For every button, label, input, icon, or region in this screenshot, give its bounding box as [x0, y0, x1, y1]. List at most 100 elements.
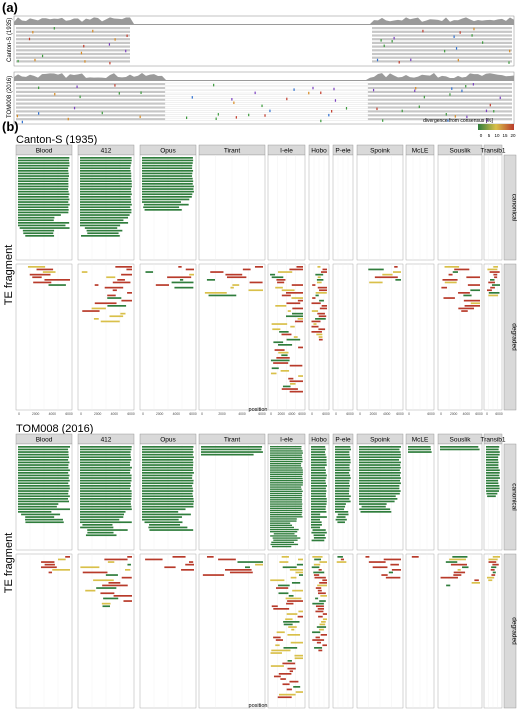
- fragment-bar: [127, 563, 131, 566]
- fragment-bar: [335, 461, 351, 464]
- read: [16, 118, 165, 121]
- read: [16, 60, 130, 63]
- fragment-bar: [58, 558, 66, 561]
- fragment-bar: [271, 649, 291, 652]
- fragment-bar: [270, 465, 302, 467]
- fragment-bar: [206, 556, 214, 558]
- legend-tick: 5: [488, 133, 491, 138]
- fragment-bar: [80, 157, 132, 159]
- fragment-bar: [385, 576, 401, 579]
- fragment-bar: [248, 289, 263, 292]
- facet-label: Blood: [36, 148, 53, 155]
- fragment-bar: [18, 456, 70, 459]
- fragment-bar: [52, 569, 70, 571]
- fragment-bar: [23, 232, 54, 235]
- fragment-bar: [121, 576, 132, 579]
- fragment-bar: [271, 367, 279, 370]
- fragment-bar: [287, 660, 292, 662]
- fragment-bar: [278, 584, 290, 587]
- facet-label: Transib1: [480, 437, 505, 444]
- fragment-bar: [270, 524, 293, 527]
- fragment-bar: [488, 561, 497, 563]
- fragment-bar: [292, 589, 303, 592]
- fragment-bar: [286, 602, 294, 605]
- fragment-bar: [270, 503, 303, 505]
- fragment-bar: [285, 597, 302, 600]
- fragment-bar: [335, 456, 351, 459]
- fragment-bar: [142, 505, 194, 508]
- fragment-bar: [270, 480, 303, 482]
- fragment-bar: [87, 232, 119, 235]
- fragment-bar: [142, 490, 194, 492]
- fragment-bar: [492, 571, 496, 574]
- read: [16, 90, 165, 93]
- row-strip-label: degraded: [511, 617, 518, 645]
- x-tick-label: 0: [311, 412, 313, 416]
- fragment-bar: [311, 513, 321, 516]
- read: [16, 30, 130, 33]
- fragment-bar: [470, 302, 480, 305]
- x-tick-label: 6000: [475, 412, 483, 416]
- fragment-bar: [408, 448, 431, 451]
- mismatch-mark: [486, 119, 488, 122]
- fragment-bar: [368, 268, 384, 271]
- mismatch-mark: [108, 43, 111, 46]
- fragment-bar: [486, 479, 499, 482]
- fragment-bar: [80, 521, 132, 524]
- row-strip-label: canonical: [511, 194, 518, 222]
- mismatch-mark: [118, 92, 120, 95]
- fragment-bar: [486, 451, 500, 453]
- fragment-bar: [120, 312, 126, 315]
- fragment-bar: [359, 472, 401, 474]
- fragment-bar: [311, 451, 326, 453]
- fragment-bar: [318, 338, 323, 341]
- mismatch-mark: [376, 107, 378, 111]
- fragment-bar: [84, 227, 118, 229]
- fragment-bar: [18, 490, 69, 492]
- x-tick-label: 0: [335, 412, 337, 416]
- fragment-bar: [394, 266, 398, 268]
- x-tick-label: 6000: [495, 412, 503, 416]
- facet-label: Blood: [36, 437, 53, 444]
- fragment-bar: [321, 621, 326, 623]
- mismatch-mark: [16, 114, 18, 118]
- mismatch-mark: [79, 95, 81, 99]
- mismatch-mark: [320, 91, 322, 95]
- fragment-bar: [494, 276, 498, 279]
- fragment-bar: [311, 531, 327, 534]
- fragment-bar: [311, 331, 322, 333]
- fragment-bar: [270, 516, 303, 518]
- fragment-bar: [335, 492, 350, 495]
- fragment-bar: [450, 563, 467, 566]
- x-tick-label: 6000: [65, 412, 73, 416]
- fragment-bar: [100, 592, 115, 595]
- mismatch-mark: [331, 110, 333, 113]
- fragment-bar: [104, 558, 128, 561]
- fragment-bar: [335, 472, 350, 474]
- fragment-bar: [282, 566, 297, 569]
- x-tick-label: 2000: [450, 412, 458, 416]
- fragment-bar: [18, 216, 55, 219]
- fragment-bar: [18, 498, 69, 500]
- fragment-bar: [25, 521, 64, 524]
- fragment-bar: [315, 273, 324, 276]
- read: [16, 102, 165, 105]
- fragment-bar: [270, 359, 290, 362]
- fragment-bar: [359, 469, 400, 472]
- fragment-bar: [270, 507, 303, 510]
- mismatch-mark: [264, 114, 266, 117]
- fragment-bar: [276, 587, 289, 589]
- fragment-bar: [273, 636, 281, 639]
- fragment-bar: [311, 490, 327, 492]
- x-tick-label: 0: [359, 412, 361, 416]
- mismatch-mark: [139, 115, 141, 119]
- fragment-bar: [80, 474, 132, 477]
- x-tick-label: 6000: [322, 412, 330, 416]
- fragment-bar: [80, 511, 126, 513]
- fragment-bar: [372, 566, 388, 569]
- fragment-bar: [80, 216, 129, 219]
- fragment-bar: [335, 503, 346, 505]
- fragment-bar: [277, 271, 293, 273]
- fragment-bar: [142, 188, 194, 190]
- fragment-bar: [142, 451, 194, 453]
